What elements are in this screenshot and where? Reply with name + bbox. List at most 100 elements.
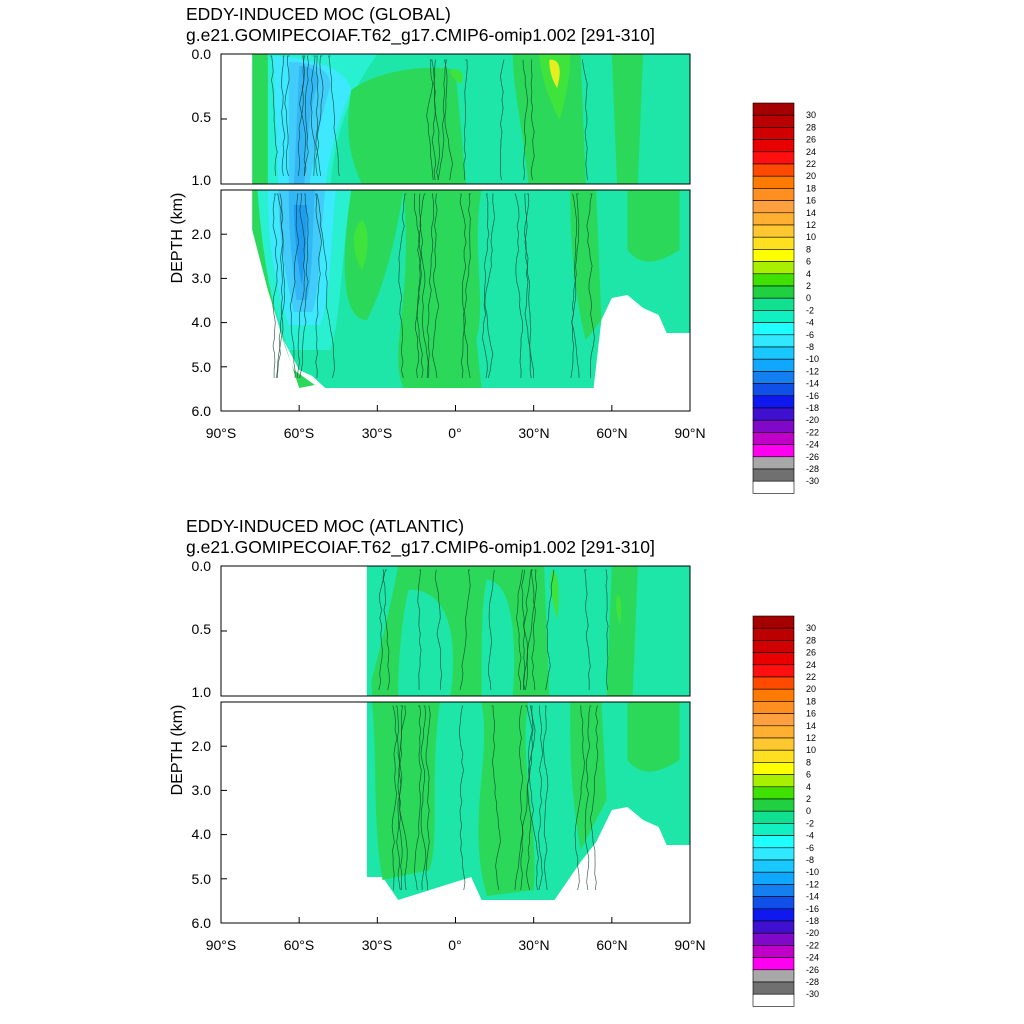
contour-line — [426, 59, 434, 181]
axis-ticks — [220, 565, 691, 924]
contour-line — [398, 193, 407, 379]
colorbar-swatch — [752, 261, 795, 275]
colorbar-swatch — [752, 334, 795, 348]
colorbar-label: 24 — [806, 660, 816, 670]
colorbar-label: -10 — [806, 354, 819, 364]
colorbar-swatch — [752, 102, 795, 116]
colorbar-label: -28 — [806, 464, 819, 474]
x-tick-label: 60°N — [596, 937, 627, 953]
colorbar-label: -12 — [806, 879, 819, 889]
contour-line — [522, 569, 533, 691]
contour-line — [586, 193, 595, 379]
y-tick-label: 0.5 — [192, 621, 212, 637]
colorbar-swatch — [752, 200, 795, 214]
contour-line — [530, 59, 535, 181]
field-zero — [344, 190, 404, 320]
contour-line — [516, 569, 523, 691]
colorbar-label: 8 — [806, 757, 811, 767]
colorbar-label: -20 — [806, 415, 819, 425]
colorbar-swatch — [752, 640, 795, 653]
colorbar-label: -2 — [806, 305, 814, 315]
x-tick-label: 0° — [448, 425, 461, 441]
colorbar-swatch — [752, 847, 795, 861]
colorbar-swatch — [752, 127, 795, 140]
colorbar-swatch — [752, 615, 795, 629]
panel-atlantic: EDDY-INDUCED MOC (ATLANTIC) g.e21.GOMIPE… — [169, 516, 819, 1007]
colorbar-swatch — [752, 725, 795, 739]
colorbar-label: -8 — [806, 855, 814, 865]
colorbar: 302826242220181614121086420-2-4-6-8-10-1… — [752, 615, 819, 1007]
field-pos2 — [615, 595, 622, 625]
colorbar-label: 18 — [806, 183, 816, 193]
contour-line — [281, 55, 286, 177]
chart-subtitle: g.e21.GOMIPECOIAF.T62_g17.CMIP6-omip1.00… — [186, 25, 655, 46]
y-tick-label: 2.0 — [192, 738, 212, 754]
y-axis-label: DEPTH (km) — [169, 705, 186, 796]
colorbar-swatch — [752, 383, 795, 397]
contour-line — [289, 193, 300, 379]
colorbar-label: 10 — [806, 232, 816, 242]
colorbar-label: -26 — [806, 965, 819, 975]
colorbar-label: 28 — [806, 122, 816, 132]
colorbar-swatch — [752, 884, 795, 897]
colorbar-swatch — [752, 175, 795, 189]
y-axis-label: DEPTH (km) — [169, 193, 186, 284]
colorbar-swatch — [752, 285, 795, 299]
contour-line — [296, 193, 306, 379]
colorbar-label: -8 — [806, 342, 814, 352]
colorbar-swatch — [752, 762, 795, 775]
x-tick-label: 90°N — [674, 937, 705, 953]
colorbar-swatch — [752, 407, 795, 421]
chart-title: EDDY-INDUCED MOC (GLOBAL) — [186, 4, 451, 24]
y-tick-label: 1.0 — [192, 172, 212, 188]
colorbar-label: 22 — [806, 159, 816, 169]
colorbar-label: 12 — [806, 733, 816, 743]
contour-line — [310, 55, 316, 177]
x-tick-label: 60°S — [284, 425, 315, 441]
colorbar-swatch — [752, 749, 795, 763]
colorbar-label: -18 — [806, 916, 819, 926]
contour-line — [459, 569, 471, 691]
colorbar-swatch — [752, 713, 795, 727]
colorbar-label: 4 — [806, 782, 811, 792]
colorbar-swatch — [752, 969, 795, 983]
colorbar-label: 26 — [806, 135, 816, 145]
contour-line — [414, 193, 422, 379]
colorbar-swatch — [752, 310, 795, 323]
colorbar-label: 10 — [806, 745, 816, 755]
colorbar-label: -16 — [806, 904, 819, 914]
colorbar-label: 24 — [806, 147, 816, 157]
contour-line — [416, 193, 426, 379]
contour-line — [297, 55, 305, 177]
contour-line — [276, 193, 284, 379]
x-tick-label: 60°S — [284, 937, 315, 953]
contour-line — [458, 705, 466, 891]
contour-line — [574, 705, 585, 891]
y-tick-label: 2.0 — [192, 226, 212, 242]
x-tick-label: 30°N — [518, 425, 549, 441]
colorbar-label: -20 — [806, 928, 819, 938]
contour-line — [315, 55, 324, 177]
colorbar: 302826242220181614121086420-2-4-6-8-10-1… — [752, 102, 819, 494]
colorbar-swatch — [752, 480, 795, 494]
contour-fields — [366, 566, 690, 900]
x-tick-label: 30°S — [362, 937, 393, 953]
contour-line — [316, 193, 335, 379]
colorbar-label: -24 — [806, 440, 819, 450]
colorbar-swatch — [752, 444, 795, 458]
y-tick-label: 6.0 — [192, 403, 212, 419]
y-tick-label: 0.5 — [192, 109, 212, 125]
contour-line — [605, 569, 609, 691]
contour-line — [378, 569, 388, 691]
field-zero — [372, 702, 440, 880]
colorbar-label: -26 — [806, 452, 819, 462]
contour-line — [459, 193, 471, 379]
contour-line — [581, 59, 588, 181]
colorbar-label: -4 — [806, 831, 814, 841]
colorbar-swatch — [752, 688, 795, 702]
colorbar-label: 8 — [806, 244, 811, 254]
colorbar-swatch — [752, 224, 795, 238]
contour-line — [276, 193, 285, 379]
colorbar-swatch — [752, 945, 795, 958]
